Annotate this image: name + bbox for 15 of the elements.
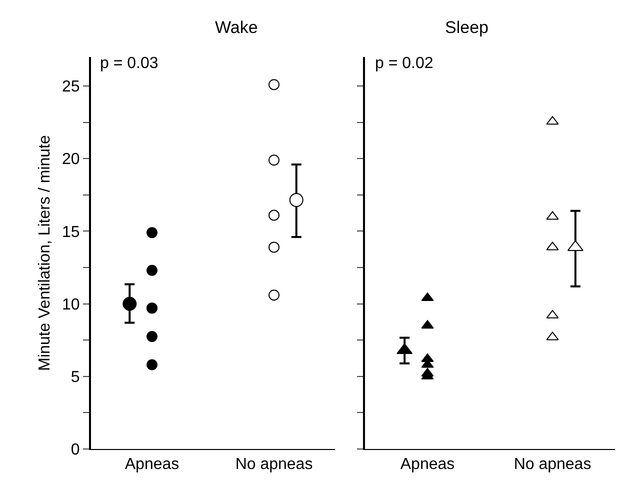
chart-title: Sleep (445, 18, 488, 37)
y-tick-label: 0 (70, 442, 80, 459)
y-axis-title: Minute Ventilation, Liters / minute (36, 135, 54, 371)
y-tick-label: 20 (62, 151, 80, 168)
y-tick-label: 5 (70, 369, 80, 386)
x-tick-label: No apneas (514, 456, 592, 474)
x-tick-label: No apneas (235, 456, 313, 474)
x-tick-label: Apneas (400, 456, 455, 474)
chart-title: Wake (215, 18, 258, 37)
y-tick-label: 15 (62, 224, 80, 241)
annotation: p = 0.02 (375, 55, 434, 72)
annotation: p = 0.03 (100, 55, 158, 72)
x-tick-label: Apneas (124, 456, 180, 474)
y-tick-label: 25 (62, 78, 80, 96)
y-tick-label: 10 (62, 296, 80, 314)
